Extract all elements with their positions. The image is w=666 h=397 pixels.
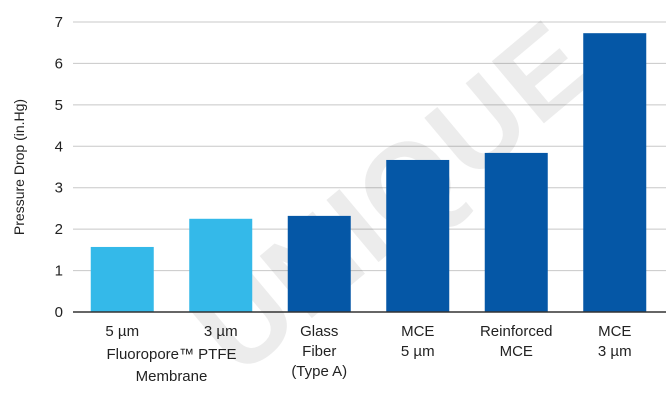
- x-tick-label: 5 µm: [105, 323, 139, 340]
- x-tick-label: Glass: [300, 323, 338, 340]
- bar: [189, 218, 253, 312]
- x-tick-label: Fiber: [302, 343, 336, 360]
- group-label: Fluoropore™ PTFE: [106, 346, 236, 363]
- x-tick-label: MCE: [500, 343, 533, 360]
- x-tick-label: MCE: [401, 323, 434, 340]
- labels: 0 1 2 3 4 5 6 7 5 µm 3 µm Glass Fiber (Type A) MCE 5 µ…: [11, 14, 632, 385]
- x-tick-label: (Type A): [291, 363, 347, 380]
- y-tick-label: 0: [55, 304, 63, 321]
- y-tick-label: 3: [55, 180, 63, 197]
- y-tick-label: 6: [55, 55, 63, 72]
- bar: [386, 159, 450, 312]
- x-tick-label: 3 µm: [204, 323, 238, 340]
- y-tick-label: 7: [55, 14, 63, 31]
- x-tick-label: 5 µm: [401, 343, 435, 360]
- y-tick-label: 2: [55, 221, 63, 238]
- y-tick-label: 4: [55, 138, 63, 155]
- x-tick-label: Reinforced: [480, 323, 553, 340]
- bars: [90, 33, 647, 312]
- x-tick-label: MCE: [598, 323, 631, 340]
- bar: [90, 246, 154, 312]
- gridlines: [73, 21, 666, 272]
- bar: [583, 33, 647, 312]
- bar: [484, 152, 548, 312]
- y-axis-title: Pressure Drop (in.Hg): [11, 99, 27, 235]
- x-tick-label: 3 µm: [598, 343, 632, 360]
- y-tick-label: 1: [55, 263, 63, 280]
- y-tick-label: 5: [55, 97, 63, 114]
- group-label: Membrane: [136, 368, 208, 385]
- bar: [287, 215, 351, 312]
